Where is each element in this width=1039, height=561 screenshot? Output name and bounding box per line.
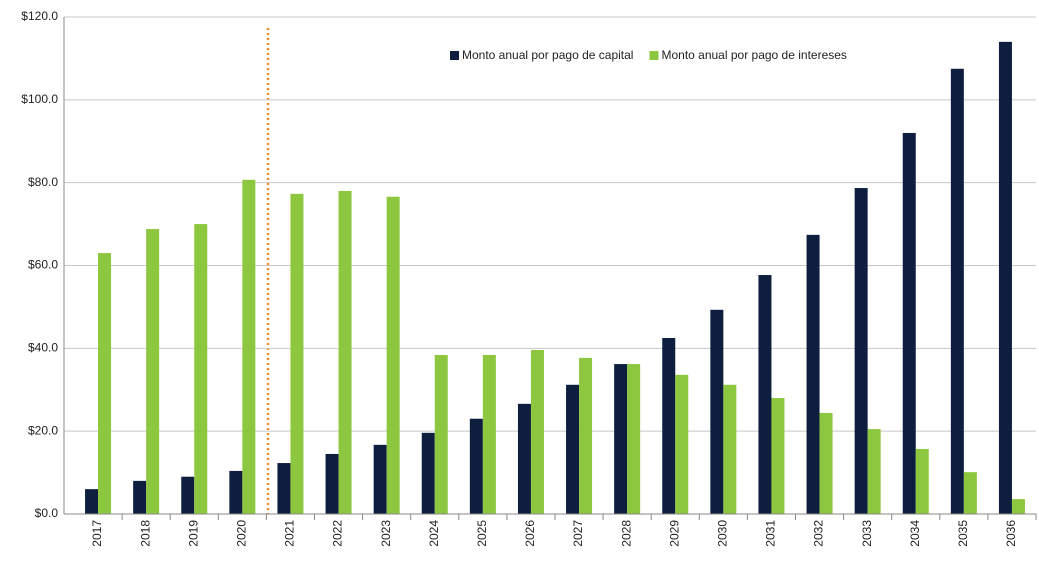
bar [902,132,916,514]
y-tick-label: $40.0 [28,341,58,355]
x-tick-label: 2026 [523,520,537,547]
bar [806,234,820,514]
legend-label: Monto anual por pago de intereses [661,48,846,62]
bar [434,354,448,514]
bar [242,179,256,514]
bar [338,190,352,514]
bar [867,429,881,514]
bar [710,309,724,514]
y-tick-label: $0.0 [35,506,59,520]
bar [771,398,785,514]
x-tick-label: 2024 [427,520,441,547]
x-tick-label: 2018 [138,520,152,547]
bar [854,188,868,514]
bar [482,354,496,514]
x-tick-label: 2031 [764,520,778,547]
bar [146,229,160,514]
x-tick-label: 2023 [379,520,393,547]
bar [627,364,641,514]
x-tick-label: 2017 [90,520,104,547]
bar [290,193,304,514]
x-tick-label: 2028 [619,520,633,547]
bar [386,196,400,514]
bar [373,444,387,514]
bar [98,253,112,514]
x-tick-label: 2030 [716,520,730,547]
bar [579,357,593,514]
bar [950,68,964,514]
bar [194,224,208,515]
legend-swatch [450,51,459,60]
x-tick-label: 2034 [908,520,922,547]
x-tick-label: 2029 [667,520,681,547]
bar [662,337,676,514]
y-tick-label: $20.0 [28,423,58,437]
bar [517,403,531,514]
bar [229,470,243,514]
bar [421,432,435,514]
legend-label: Monto anual por pago de capital [462,48,633,62]
bar [614,364,628,514]
x-tick-label: 2022 [331,520,345,547]
x-tick-label: 2021 [283,520,297,547]
bar [469,418,483,514]
bar [277,463,291,514]
y-tick-label: $60.0 [28,258,58,272]
bar [530,349,544,514]
bar [758,275,772,514]
x-tick-label: 2032 [812,520,826,547]
bar [819,412,833,514]
legend-swatch [649,51,659,60]
x-tick-label: 2019 [186,520,200,547]
bar [723,384,737,514]
bar [181,476,195,514]
bar [915,448,929,514]
bar [963,472,977,514]
y-tick-label: $120.0 [21,9,58,23]
bar [325,453,339,514]
x-tick-label: 2033 [860,520,874,547]
y-tick-label: $100.0 [21,92,58,106]
bar [675,374,689,514]
x-tick-label: 2027 [571,520,585,547]
bar [566,384,580,514]
bar [998,41,1012,514]
x-tick-label: 2035 [956,520,970,547]
x-tick-label: 2036 [1004,520,1018,547]
y-tick-label: $80.0 [28,175,58,189]
bar [1011,499,1025,514]
x-tick-label: 2020 [235,520,249,547]
bar [85,489,99,514]
x-tick-label: 2025 [475,520,489,547]
bar [133,480,147,514]
